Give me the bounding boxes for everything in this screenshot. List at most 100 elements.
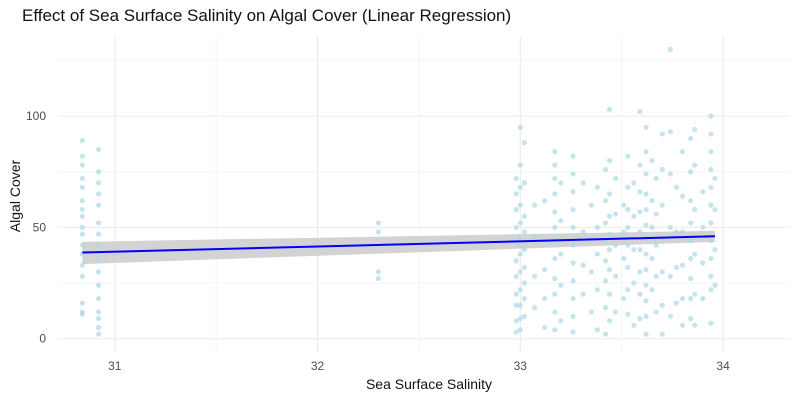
data-point: [542, 198, 548, 204]
data-point: [643, 282, 649, 288]
data-point: [606, 247, 613, 253]
data-point: [606, 191, 613, 197]
x-tick-label: 34: [716, 359, 730, 373]
data-point: [653, 242, 659, 248]
data-point: [513, 273, 519, 279]
data-point: [613, 273, 619, 279]
data-point: [643, 149, 649, 155]
x-tick-label: 32: [311, 359, 325, 373]
data-point: [79, 153, 85, 159]
x-tick-label: 31: [108, 359, 122, 373]
data-point: [606, 158, 613, 164]
data-point: [95, 309, 102, 315]
data-point: [688, 255, 694, 262]
data-point: [679, 149, 686, 155]
data-point: [570, 224, 576, 230]
data-point: [570, 278, 576, 284]
data-point: [625, 224, 631, 230]
data-point: [631, 213, 637, 219]
data-point: [79, 206, 85, 213]
data-point: [700, 224, 706, 230]
data-point: [517, 251, 523, 257]
data-point: [95, 295, 102, 302]
confidence-band: [82, 230, 715, 265]
data-point: [580, 229, 586, 235]
data-point: [95, 282, 102, 288]
data-point: [517, 327, 523, 333]
data-point: [79, 311, 85, 317]
data-point: [643, 206, 649, 213]
data-point: [552, 162, 558, 168]
data-point: [712, 175, 718, 182]
data-point: [594, 327, 600, 333]
data-point: [558, 318, 564, 324]
data-point: [621, 255, 627, 262]
data-point: [375, 269, 381, 275]
data-point: [649, 255, 655, 262]
data-point: [580, 291, 586, 297]
data-point: [602, 166, 609, 173]
data-point: [95, 324, 102, 331]
data-point: [692, 162, 698, 168]
data-point: [692, 126, 698, 133]
data-point: [375, 220, 381, 226]
data-point: [643, 313, 649, 319]
data-point: [517, 220, 523, 226]
data-point: [621, 229, 627, 235]
data-point: [375, 229, 381, 235]
data-point: [692, 322, 698, 328]
data-point: [679, 193, 686, 199]
data-point: [79, 213, 85, 219]
data-point: [580, 262, 586, 268]
data-point: [712, 206, 718, 213]
data-point: [673, 264, 680, 271]
data-point: [602, 278, 609, 284]
data-point: [552, 291, 558, 297]
data-point: [643, 124, 649, 130]
data-point: [570, 260, 576, 266]
data-point: [606, 291, 613, 297]
data-point: [643, 298, 649, 304]
data-point: [95, 191, 102, 197]
data-point: [513, 191, 519, 197]
data-point: [558, 218, 564, 224]
data-point: [542, 267, 548, 273]
data-point: [95, 316, 102, 322]
data-point: [513, 329, 519, 335]
data-point: [712, 247, 718, 253]
data-point: [79, 198, 85, 204]
data-point: [531, 273, 538, 279]
data-point: [700, 189, 706, 195]
data-point: [659, 331, 665, 337]
data-point: [653, 175, 659, 182]
data-point: [95, 146, 102, 153]
data-point: [95, 180, 102, 186]
data-point: [637, 291, 643, 297]
data-point: [552, 275, 558, 282]
data-point: [643, 191, 649, 197]
data-point: [580, 180, 586, 186]
data-point: [517, 235, 523, 242]
data-point: [653, 273, 659, 279]
data-point: [688, 316, 694, 322]
data-point: [602, 198, 609, 204]
data-point: [625, 206, 631, 213]
data-point: [517, 202, 523, 208]
data-point: [613, 211, 619, 217]
data-point: [688, 198, 694, 204]
data-point: [594, 251, 600, 257]
data-point: [552, 327, 558, 333]
data-point: [602, 304, 609, 311]
data-point: [679, 229, 686, 235]
data-point: [517, 124, 523, 130]
data-point: [625, 184, 631, 190]
data-point: [570, 313, 576, 319]
data-point: [637, 209, 643, 215]
data-point: [653, 211, 659, 217]
data-point: [79, 162, 85, 168]
data-point: [570, 329, 576, 335]
data-point: [643, 171, 649, 177]
data-point: [570, 171, 576, 177]
data-point: [631, 280, 637, 286]
confidence-band-group: [82, 230, 715, 265]
